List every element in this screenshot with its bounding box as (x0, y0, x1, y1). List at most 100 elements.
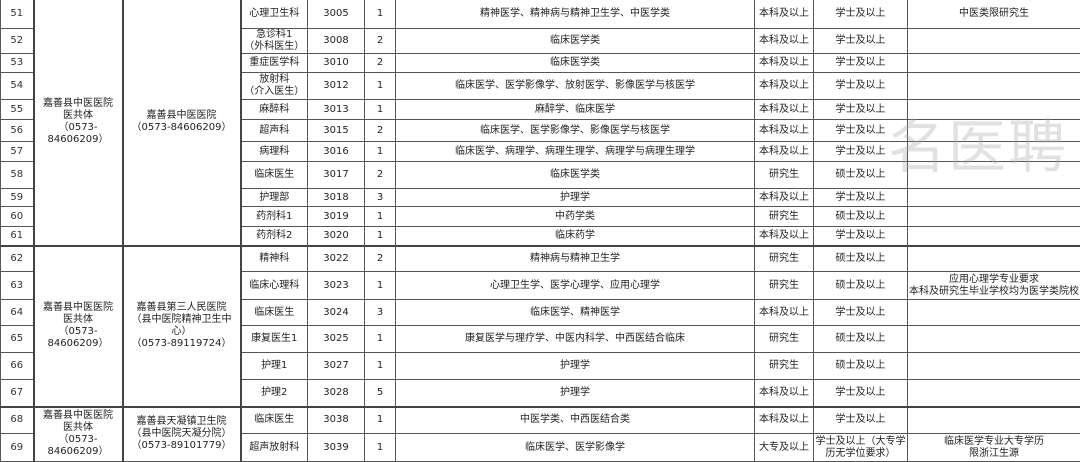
position-code-cell: 3015 (308, 120, 365, 142)
degree-cell: 学士及以上 (814, 380, 908, 407)
degree-cell: 学士及以上 (814, 73, 908, 100)
major-cell: 临床医学类 (396, 29, 755, 54)
headcount-cell: 2 (365, 54, 396, 73)
education-cell: 本科及以上 (755, 100, 814, 120)
remark-cell (908, 246, 1080, 272)
department-cell: 临床医生 (241, 407, 308, 434)
row-number: 57 (1, 142, 34, 162)
position-code-cell: 3020 (308, 227, 365, 246)
degree-cell: 学士及以上 (814, 142, 908, 162)
row-number: 61 (1, 227, 34, 246)
education-cell: 本科及以上 (755, 189, 814, 207)
row-number: 64 (1, 300, 34, 326)
headcount-cell: 1 (365, 272, 396, 300)
department-cell: 临床心理科 (241, 272, 308, 300)
degree-cell: 硕士及以上 (814, 207, 908, 227)
remark-cell (908, 380, 1080, 407)
degree-cell: 学士及以上 (814, 0, 908, 29)
department-cell: 护理2 (241, 380, 308, 407)
education-cell: 本科及以上 (755, 407, 814, 434)
remark-cell (908, 353, 1080, 380)
row-number: 62 (1, 246, 34, 272)
position-code-cell: 3010 (308, 54, 365, 73)
headcount-cell: 3 (365, 300, 396, 326)
department-cell: 病理科 (241, 142, 308, 162)
remark-cell (908, 120, 1080, 142)
education-cell: 本科及以上 (755, 142, 814, 162)
remark-cell (908, 162, 1080, 189)
department-cell: 药剂科1 (241, 207, 308, 227)
headcount-cell: 3 (365, 189, 396, 207)
position-code-cell: 3025 (308, 326, 365, 353)
major-cell: 心理卫生学、医学心理学、应用心理学 (396, 272, 755, 300)
major-cell: 临床医学类 (396, 54, 755, 73)
department-cell: 临床医生 (241, 300, 308, 326)
headcount-cell: 1 (365, 407, 396, 434)
row-number: 67 (1, 380, 34, 407)
department-cell: 康复医生1 (241, 326, 308, 353)
education-cell: 本科及以上 (755, 29, 814, 54)
department-cell: 临床医生 (241, 162, 308, 189)
row-number: 68 (1, 407, 34, 434)
headcount-cell: 2 (365, 246, 396, 272)
degree-cell: 学士及以上 (814, 189, 908, 207)
remark-cell (908, 407, 1080, 434)
major-cell: 临床医学、医学影像学、影像医学与核医学 (396, 120, 755, 142)
row-number: 56 (1, 120, 34, 142)
position-code-cell: 3027 (308, 353, 365, 380)
major-cell: 麻醉学、临床医学 (396, 100, 755, 120)
major-cell: 临床医学、医学影像学、放射医学、影像医学与核医学 (396, 73, 755, 100)
education-cell: 研究生 (755, 162, 814, 189)
degree-cell: 学士及以上 (814, 407, 908, 434)
education-cell: 本科及以上 (755, 300, 814, 326)
remark-cell (908, 227, 1080, 246)
major-cell: 护理学 (396, 380, 755, 407)
position-code-cell: 3023 (308, 272, 365, 300)
position-code-cell: 3005 (308, 0, 365, 29)
remark-cell (908, 29, 1080, 54)
major-cell: 中药学类 (396, 207, 755, 227)
remark-cell: 应用心理学专业要求 本科及研究生毕业学校均为医学类院校 (908, 272, 1080, 300)
headcount-cell: 1 (365, 0, 396, 29)
row-number: 51 (1, 0, 34, 29)
education-cell: 研究生 (755, 272, 814, 300)
education-cell: 研究生 (755, 207, 814, 227)
department-cell: 精神科 (241, 246, 308, 272)
remark-cell (908, 73, 1080, 100)
position-code-cell: 3022 (308, 246, 365, 272)
degree-cell: 学士及以上 (814, 29, 908, 54)
remark-cell (908, 54, 1080, 73)
education-cell: 本科及以上 (755, 54, 814, 73)
remark-cell (908, 100, 1080, 120)
department-cell: 心理卫生科 (241, 0, 308, 29)
education-cell: 本科及以上 (755, 380, 814, 407)
department-cell: 超声放射科 (241, 434, 308, 462)
row-number: 69 (1, 434, 34, 462)
headcount-cell: 1 (365, 100, 396, 120)
department-cell: 超声科 (241, 120, 308, 142)
major-cell: 护理学 (396, 353, 755, 380)
row-number: 60 (1, 207, 34, 227)
position-code-cell: 3039 (308, 434, 365, 462)
position-code-cell: 3008 (308, 29, 365, 54)
department-cell: 放射科 （介入医生） (241, 73, 308, 100)
headcount-cell: 1 (365, 353, 396, 380)
education-cell: 研究生 (755, 246, 814, 272)
major-cell: 精神医学、精神病与精神卫生学、中医学类 (396, 0, 755, 29)
education-cell: 本科及以上 (755, 0, 814, 29)
alliance-cell: 嘉善县中医医院 医共体 （0573-84606209） (34, 246, 123, 407)
degree-cell: 硕士及以上 (814, 353, 908, 380)
degree-cell: 学士及以上（大专学历无学位要求） (814, 434, 908, 462)
position-code-cell: 3019 (308, 207, 365, 227)
major-cell: 精神病与精神卫生学 (396, 246, 755, 272)
headcount-cell: 1 (365, 227, 396, 246)
department-cell: 护理1 (241, 353, 308, 380)
department-cell: 急诊科1 （外科医生） (241, 29, 308, 54)
major-cell: 临床医学、医学影像学 (396, 434, 755, 462)
headcount-cell: 1 (365, 434, 396, 462)
education-cell: 研究生 (755, 353, 814, 380)
hospital-cell: 嘉善县中医医院 （0573-84606209） (123, 0, 241, 246)
remark-cell: 临床医学专业大专学历 限浙江生源 (908, 434, 1080, 462)
major-cell: 临床药学 (396, 227, 755, 246)
major-cell: 康复医学与理疗学、中医内科学、中西医结合临床 (396, 326, 755, 353)
